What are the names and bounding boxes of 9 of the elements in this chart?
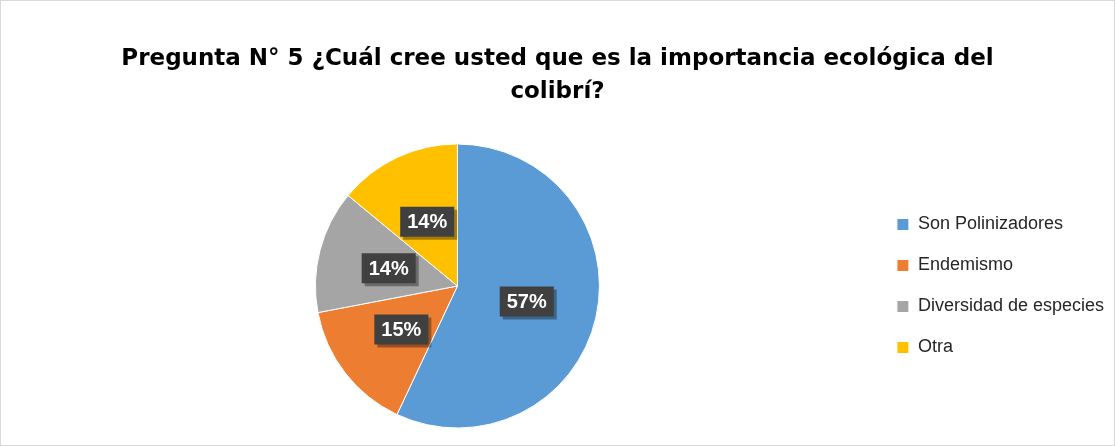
legend-label: Diversidad de especies (917, 295, 1105, 316)
legend-label: Otra (917, 336, 954, 357)
data-label: 57% (506, 290, 547, 312)
data-label: 14% (407, 210, 448, 233)
data-label: 15% (381, 318, 422, 341)
data-label: 14% (368, 256, 409, 279)
legend-label: Endemismo (917, 254, 1013, 275)
chart-title: Pregunta N° 5 ¿Cuál cree usted que es la importancia ecológica del colibrí? (120, 43, 995, 105)
legend-label: Son Polinizadores (917, 213, 1063, 234)
